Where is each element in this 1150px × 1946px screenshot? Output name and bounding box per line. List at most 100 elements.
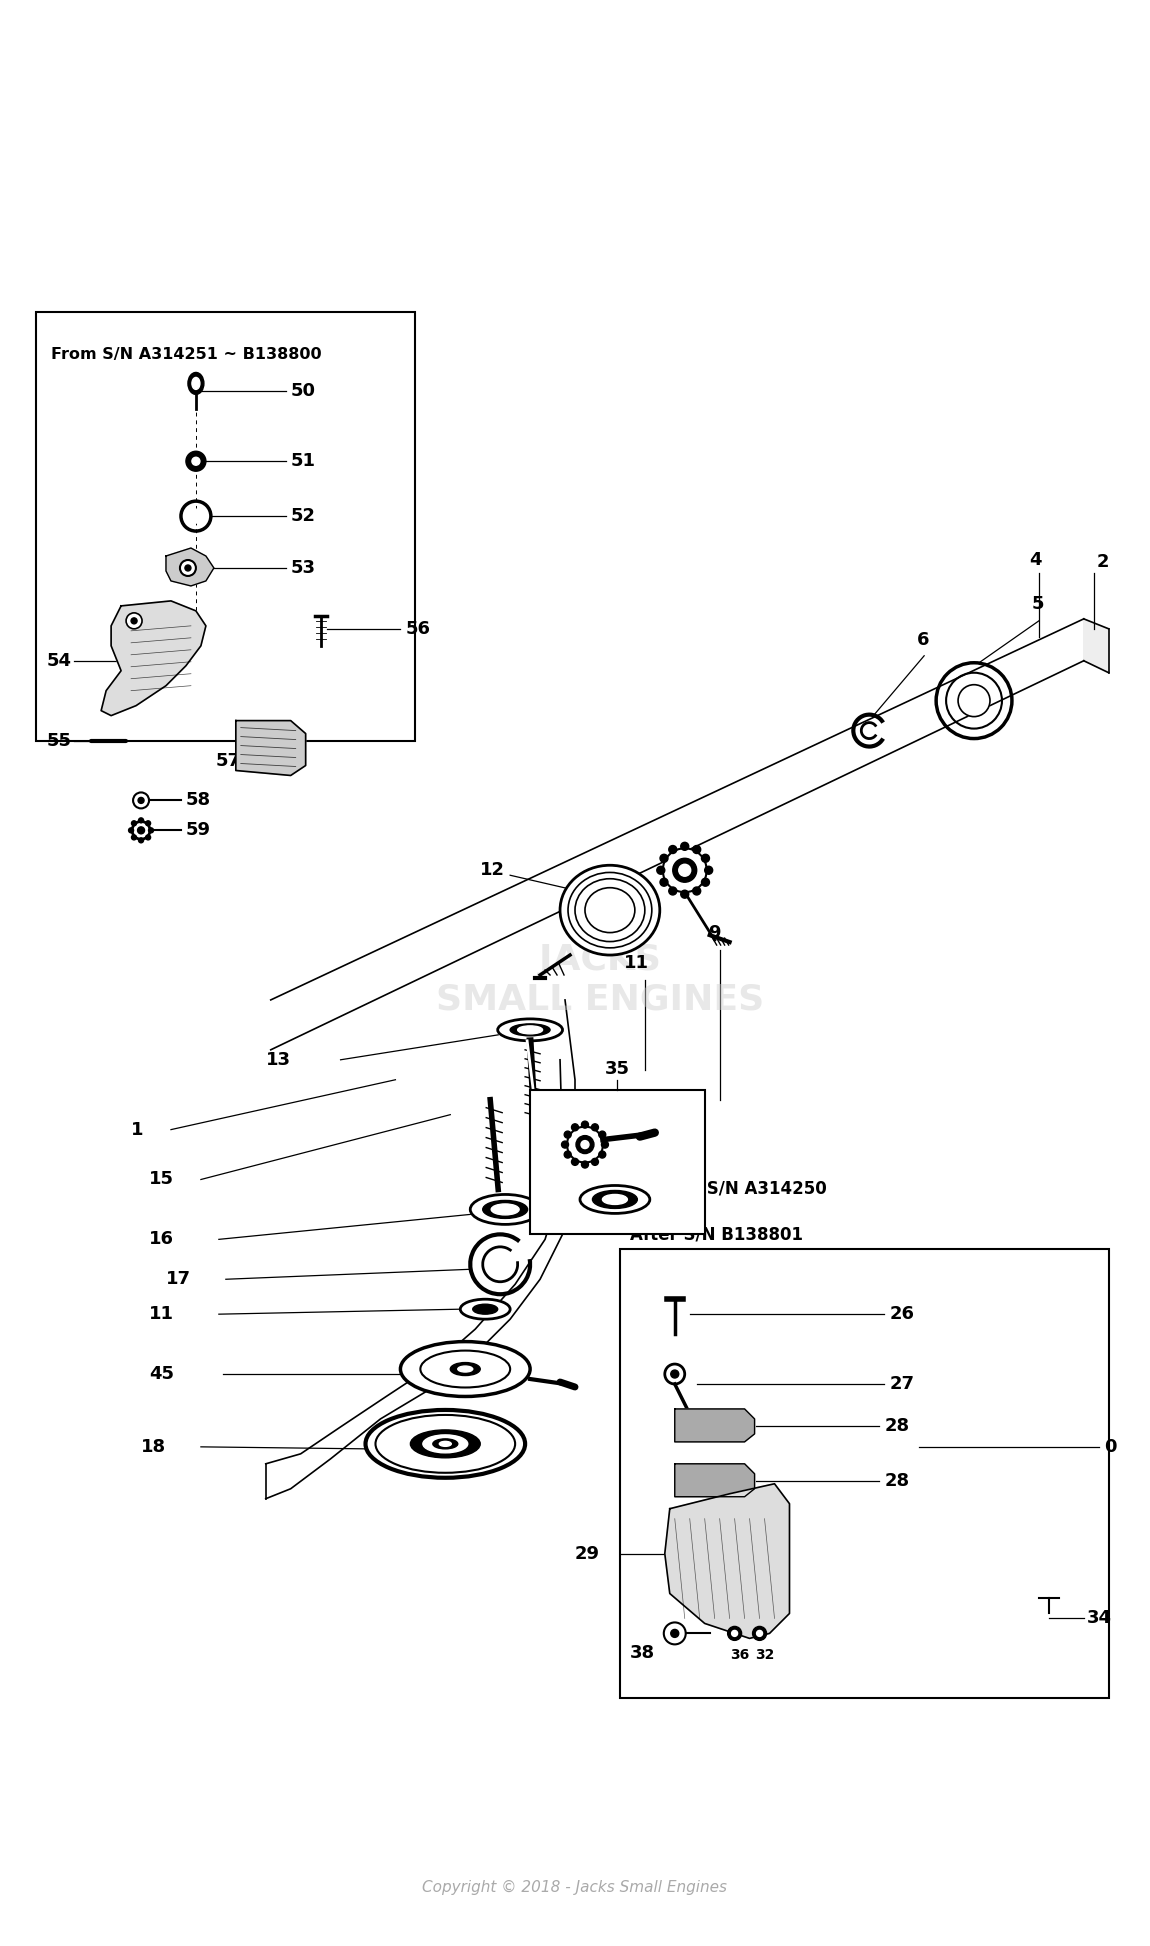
Circle shape bbox=[599, 1152, 606, 1158]
Circle shape bbox=[138, 839, 144, 843]
Circle shape bbox=[138, 817, 144, 823]
Ellipse shape bbox=[460, 1300, 511, 1319]
Circle shape bbox=[670, 1370, 678, 1378]
Text: 13: 13 bbox=[266, 1051, 291, 1068]
Bar bbox=[530, 1090, 705, 1234]
Ellipse shape bbox=[411, 1430, 481, 1458]
Circle shape bbox=[591, 1158, 598, 1166]
Ellipse shape bbox=[458, 1366, 473, 1372]
Ellipse shape bbox=[423, 1434, 468, 1454]
Ellipse shape bbox=[376, 1415, 515, 1473]
Circle shape bbox=[599, 1131, 606, 1138]
Text: and: and bbox=[630, 1203, 665, 1222]
Circle shape bbox=[576, 1136, 593, 1154]
Text: 1: 1 bbox=[131, 1121, 144, 1138]
Ellipse shape bbox=[470, 1195, 540, 1224]
Text: 27: 27 bbox=[889, 1376, 914, 1393]
Ellipse shape bbox=[483, 1201, 528, 1218]
Ellipse shape bbox=[421, 1351, 511, 1387]
Circle shape bbox=[657, 866, 665, 874]
Circle shape bbox=[662, 848, 707, 891]
Circle shape bbox=[731, 1631, 737, 1637]
Ellipse shape bbox=[187, 372, 204, 395]
Circle shape bbox=[126, 613, 143, 629]
Circle shape bbox=[131, 619, 137, 625]
Circle shape bbox=[131, 821, 137, 825]
Ellipse shape bbox=[473, 1304, 498, 1314]
Text: 0: 0 bbox=[1104, 1438, 1117, 1456]
Circle shape bbox=[681, 843, 689, 850]
Ellipse shape bbox=[592, 1191, 637, 1208]
Circle shape bbox=[565, 1131, 572, 1138]
Text: 18: 18 bbox=[141, 1438, 167, 1456]
Polygon shape bbox=[675, 1463, 754, 1496]
Text: 57: 57 bbox=[216, 751, 240, 769]
Text: 45: 45 bbox=[150, 1364, 174, 1384]
Circle shape bbox=[591, 1123, 598, 1131]
Circle shape bbox=[572, 1158, 578, 1166]
Polygon shape bbox=[675, 1409, 754, 1442]
Circle shape bbox=[705, 866, 713, 874]
Ellipse shape bbox=[432, 1438, 458, 1450]
Circle shape bbox=[146, 835, 151, 841]
Polygon shape bbox=[1083, 619, 1109, 673]
Circle shape bbox=[146, 821, 151, 825]
Ellipse shape bbox=[511, 1024, 550, 1035]
Circle shape bbox=[138, 798, 144, 804]
Circle shape bbox=[572, 1123, 578, 1131]
Text: 53: 53 bbox=[291, 559, 316, 576]
Text: 59: 59 bbox=[186, 821, 210, 839]
Circle shape bbox=[665, 1364, 684, 1384]
Ellipse shape bbox=[439, 1442, 451, 1446]
Text: 55: 55 bbox=[46, 732, 71, 749]
Circle shape bbox=[681, 889, 689, 899]
Text: 11: 11 bbox=[624, 954, 650, 971]
Ellipse shape bbox=[580, 1185, 650, 1214]
Text: 28: 28 bbox=[884, 1417, 910, 1434]
Circle shape bbox=[669, 845, 676, 854]
Ellipse shape bbox=[451, 1362, 481, 1376]
Ellipse shape bbox=[400, 1341, 530, 1397]
Text: 11: 11 bbox=[150, 1306, 174, 1323]
Circle shape bbox=[138, 827, 145, 833]
Bar bbox=[620, 1249, 1109, 1699]
Text: 26: 26 bbox=[889, 1306, 914, 1323]
Circle shape bbox=[565, 1152, 572, 1158]
Circle shape bbox=[129, 827, 133, 833]
Text: 51: 51 bbox=[291, 451, 316, 471]
Text: 12: 12 bbox=[481, 862, 505, 880]
Text: 38: 38 bbox=[630, 1644, 655, 1662]
Circle shape bbox=[582, 1121, 589, 1129]
Circle shape bbox=[185, 564, 191, 570]
Circle shape bbox=[186, 451, 206, 471]
Ellipse shape bbox=[560, 866, 660, 955]
Text: 28: 28 bbox=[884, 1471, 910, 1491]
Polygon shape bbox=[166, 549, 214, 586]
Circle shape bbox=[702, 878, 710, 885]
Circle shape bbox=[148, 827, 153, 833]
Circle shape bbox=[179, 560, 196, 576]
Text: 29: 29 bbox=[575, 1545, 600, 1563]
Ellipse shape bbox=[192, 378, 200, 389]
Circle shape bbox=[692, 845, 700, 854]
Bar bbox=[37, 311, 415, 741]
Circle shape bbox=[728, 1627, 742, 1640]
Circle shape bbox=[581, 1140, 589, 1148]
Circle shape bbox=[567, 1127, 603, 1162]
Circle shape bbox=[660, 854, 668, 862]
Text: 2: 2 bbox=[1097, 553, 1110, 570]
Text: 52: 52 bbox=[291, 508, 316, 525]
Text: 36: 36 bbox=[730, 1648, 750, 1662]
Circle shape bbox=[673, 858, 697, 882]
Text: 9: 9 bbox=[708, 924, 721, 942]
Text: After S/N B138801: After S/N B138801 bbox=[630, 1226, 803, 1243]
Circle shape bbox=[958, 685, 990, 716]
Text: 54: 54 bbox=[46, 652, 71, 669]
Text: From S/N A314251 ~ B138800: From S/N A314251 ~ B138800 bbox=[52, 346, 322, 362]
Ellipse shape bbox=[491, 1205, 519, 1214]
Circle shape bbox=[660, 878, 668, 885]
Circle shape bbox=[702, 854, 710, 862]
Text: Prior to S/N A314250: Prior to S/N A314250 bbox=[630, 1179, 827, 1197]
Ellipse shape bbox=[498, 1020, 562, 1041]
Text: 56: 56 bbox=[406, 621, 430, 638]
